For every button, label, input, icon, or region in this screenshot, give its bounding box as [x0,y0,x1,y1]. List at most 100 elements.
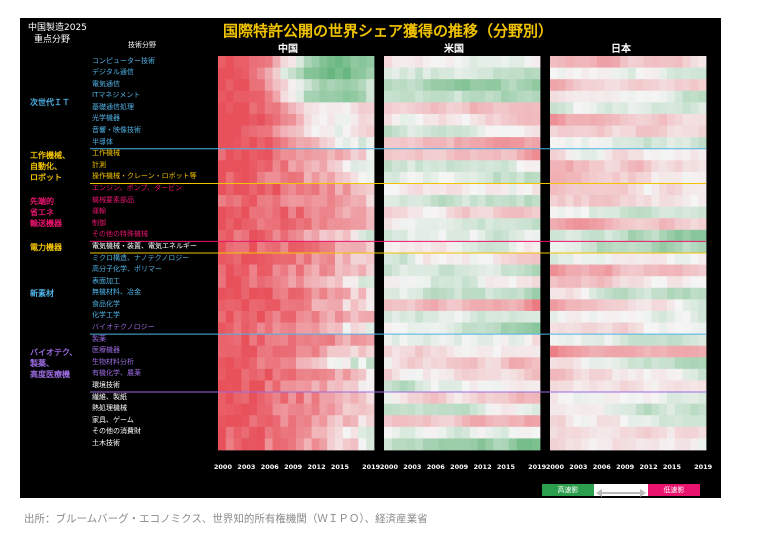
heat-cell-米国-23-2006 [430,322,439,335]
heat-cell-中国-29-2016 [342,392,351,405]
heat-cell-中国-29-2005 [257,392,266,405]
heat-cell-米国-22-2013 [485,310,494,323]
heat-cell-中国-6-2017 [350,125,359,138]
heat-cell-中国-6-2002 [233,125,242,138]
heat-cell-中国-15-2001 [225,229,234,242]
heat-cell-中国-0-2004 [249,56,258,68]
heat-cell-中国-1-2011 [303,67,312,80]
heat-cell-日本-10-2005 [589,171,598,184]
heat-cell-米国-33-2012 [477,438,486,451]
heat-cell-日本-26-2000 [550,357,559,370]
heat-cell-中国-27-2006 [264,368,273,381]
heat-cell-日本-12-2001 [557,195,566,208]
category-label: 表面加工 [92,276,120,285]
heat-cell-中国-17-2007 [272,253,281,265]
heat-cell-日本-12-2009 [620,195,629,208]
heat-cell-日本-1-2005 [589,67,598,80]
heat-cell-中国-1-2014 [327,67,336,80]
heat-cell-日本-30-2016 [674,403,683,416]
heat-cell-米国-16-2018 [524,241,533,254]
heat-cell-中国-0-2014 [327,56,336,68]
heat-cell-日本-5-2004 [581,113,590,126]
heat-cell-米国-25-2013 [485,345,494,358]
heat-cell-米国-18-2011 [469,264,478,277]
heat-cell-中国-1-2016 [342,67,351,80]
heat-cell-米国-27-2015 [501,368,510,381]
heat-cell-日本-25-2013 [651,345,660,358]
heat-cell-中国-12-2010 [296,195,305,208]
heat-cell-中国-22-2002 [233,310,242,323]
heat-cell-日本-30-2004 [581,403,590,416]
heat-cell-日本-29-2019 [698,392,707,405]
heat-cell-日本-30-2007 [604,403,613,416]
heat-cell-中国-1-2005 [257,67,266,80]
heat-cell-米国-13-2002 [399,206,408,219]
heat-cell-日本-20-2019 [698,287,707,300]
year-tick-label: 2012 [473,463,492,471]
heat-cell-米国-32-2000 [384,426,393,439]
heat-cell-日本-32-2011 [635,426,644,439]
heat-cell-中国-32-2010 [296,426,305,439]
heat-cell-日本-31-2011 [635,415,644,428]
heat-cell-中国-22-2008 [280,310,289,323]
heat-cell-日本-21-2006 [596,299,605,312]
heat-cell-米国-25-2000 [384,345,393,358]
heat-cell-日本-9-2006 [596,160,605,173]
heat-cell-日本-22-2013 [651,310,660,323]
heat-cell-日本-13-2007 [604,206,613,219]
heat-cell-中国-21-2015 [335,299,344,312]
heat-cell-米国-22-2010 [462,310,471,323]
heat-cell-日本-7-2010 [628,137,637,150]
heat-cell-中国-8-2016 [342,148,351,161]
heat-cell-米国-32-2004 [415,426,424,439]
heat-cell-日本-12-2016 [674,195,683,208]
heat-cell-日本-9-2012 [643,160,652,173]
heat-cell-米国-19-2012 [477,276,486,289]
heat-cell-米国-8-2019 [532,148,541,161]
heat-cell-日本-6-2011 [635,125,644,138]
heat-cell-中国-17-2011 [303,253,312,265]
heat-cell-日本-20-2001 [557,287,566,300]
heat-cell-日本-23-2008 [612,322,621,335]
heat-cell-米国-3-2007 [438,90,447,103]
heat-cell-中国-16-2005 [257,241,266,254]
heat-cell-中国-1-2003 [241,67,250,80]
heat-cell-米国-11-2016 [508,183,517,196]
heat-cell-日本-12-2003 [573,195,582,208]
heat-cell-米国-12-2001 [391,195,400,208]
heat-cell-米国-32-2012 [477,426,486,439]
heat-cell-日本-1-2001 [557,67,566,80]
heat-cell-中国-20-2019 [366,287,375,300]
heat-cell-中国-28-2013 [319,380,328,393]
heat-cell-中国-16-2009 [288,241,297,254]
heat-cell-中国-9-2018 [358,160,367,173]
heat-cell-米国-8-2014 [493,148,502,161]
heat-cell-米国-1-2000 [384,67,393,80]
heat-cell-日本-27-2010 [628,368,637,381]
heat-cell-中国-28-2015 [335,380,344,393]
heat-cell-日本-22-2002 [565,310,574,323]
heat-cell-米国-32-2013 [485,426,494,439]
heat-cell-米国-9-2011 [469,160,478,173]
heat-cell-中国-0-2001 [225,56,234,68]
heat-cell-日本-18-2007 [604,264,613,277]
heat-cell-中国-0-2019 [366,56,375,68]
heat-cell-米国-8-2005 [423,148,432,161]
heat-cell-米国-25-2009 [454,345,463,358]
heat-cell-日本-7-2005 [589,137,598,150]
heat-cell-中国-4-2009 [288,102,297,115]
year-tick-label: 2006 [260,463,279,471]
tech-field-label: 技術分野 [128,41,156,49]
heat-cell-日本-30-2009 [620,403,629,416]
heat-cell-米国-14-2009 [454,218,463,231]
heat-cell-日本-13-2013 [651,206,660,219]
heat-cell-日本-6-2009 [620,125,629,138]
heat-cell-中国-31-2009 [288,415,297,428]
heat-cell-中国-4-2017 [350,102,359,115]
heat-cell-日本-15-2000 [550,229,559,242]
heat-cell-日本-31-2019 [698,415,707,428]
heat-cell-中国-5-2011 [303,113,312,126]
heat-cell-中国-18-2009 [288,264,297,277]
year-tick-label: 2012 [639,463,658,471]
heat-cell-米国-18-2013 [485,264,494,277]
